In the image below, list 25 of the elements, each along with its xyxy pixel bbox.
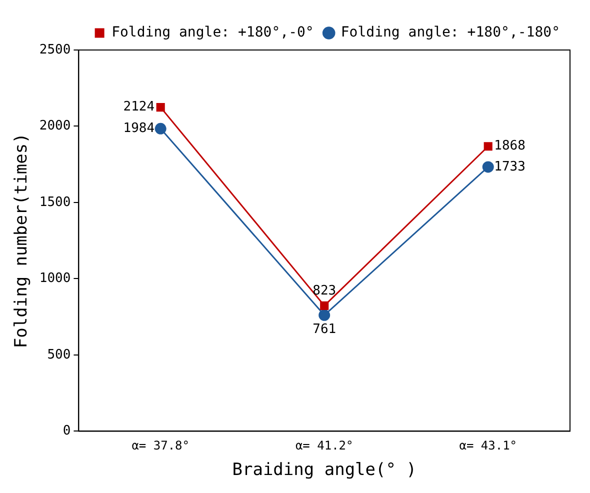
data-label: 1984	[123, 121, 155, 136]
data-label: 1733	[494, 159, 526, 174]
y-tick-label: 2500	[39, 42, 71, 58]
x-axis-title: Braiding angle(° )	[232, 460, 416, 480]
legend-label: Folding angle: +180°,-180°	[340, 24, 560, 41]
point	[484, 142, 492, 151]
legend-label: Folding angle: +180°,-0°	[112, 24, 314, 41]
y-tick-label: 1000	[39, 271, 71, 286]
data-label: 1868	[494, 138, 526, 154]
x-tick-label: α= 37.8°	[132, 438, 190, 453]
point	[482, 161, 494, 173]
data-label: 2124	[123, 100, 155, 115]
y-tick-label: 0	[62, 424, 71, 439]
y-tick-label: 1500	[39, 194, 71, 210]
data-label: 823	[312, 284, 336, 299]
x-tick-label: α= 43.1°	[459, 438, 518, 453]
y-axis-title: Folding number(times)	[12, 133, 32, 348]
point	[156, 103, 165, 112]
y-tick-label: 2000	[39, 118, 71, 134]
point	[154, 122, 166, 134]
data-label: 761	[312, 322, 336, 338]
point	[318, 309, 330, 321]
x-tick-label: α= 41.2°	[295, 438, 354, 453]
point	[320, 301, 329, 310]
y-tick-label: 500	[47, 347, 71, 362]
